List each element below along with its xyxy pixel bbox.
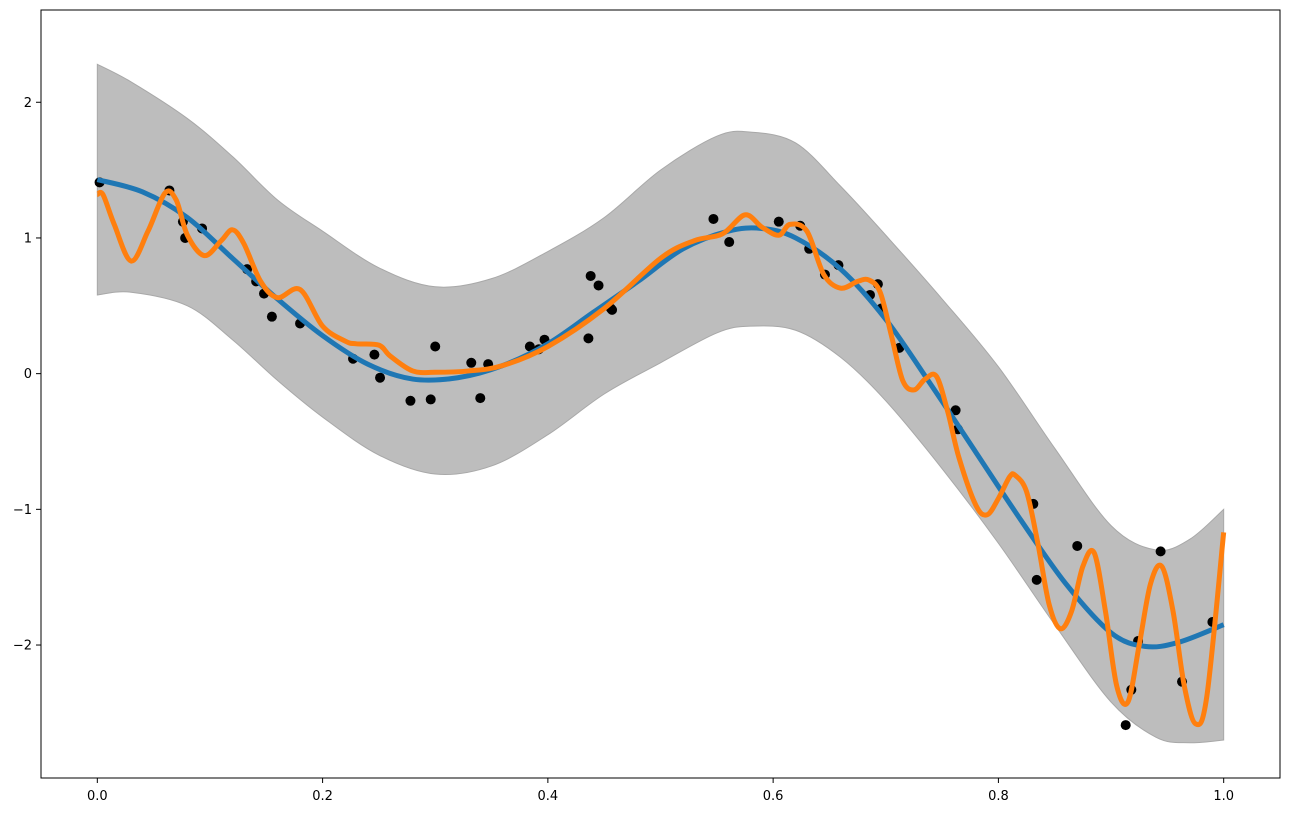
y-axis: 2 1 0 −1 −2 [13, 96, 41, 654]
series-lines [95, 177, 1227, 728]
wiggly-line [95, 188, 1227, 728]
x-tick-label: 0.8 [988, 789, 1009, 804]
observation-point [583, 333, 594, 344]
observation-point [266, 311, 277, 322]
observation-point [405, 395, 416, 406]
observation-point [430, 341, 441, 352]
observation-point [1155, 546, 1166, 557]
confidence-band-area [96, 63, 1225, 744]
observation-point [1072, 540, 1083, 551]
x-axis: 0.0 0.2 0.4 0.6 0.8 1.0 [87, 778, 1234, 804]
x-tick-label: 0.4 [538, 789, 559, 804]
x-tick-label: 0.6 [763, 789, 784, 804]
observation-point [773, 216, 784, 227]
observation-point [708, 213, 719, 224]
observation-point [524, 341, 535, 352]
observation-point [375, 372, 386, 383]
observation-point [369, 349, 380, 360]
y-tick-label: 2 [24, 96, 32, 111]
observation-point [1031, 574, 1042, 585]
observation-point [593, 280, 604, 291]
x-tick-label: 1.0 [1213, 789, 1234, 804]
plot-frame [40, 9, 1281, 779]
observation-point [950, 405, 961, 416]
x-tick-label: 0.2 [312, 789, 333, 804]
observation-point [1120, 720, 1131, 731]
x-tick-label: 0.0 [87, 789, 108, 804]
y-tick-label: −2 [13, 639, 32, 654]
observation-point [585, 270, 596, 281]
observation-point [425, 394, 436, 405]
observation-point [466, 357, 477, 368]
observation-point [607, 304, 618, 315]
observation-point [475, 393, 486, 404]
observation-point [724, 237, 735, 248]
y-tick-label: −1 [13, 503, 32, 518]
y-tick-label: 0 [24, 367, 32, 382]
y-tick-label: 1 [24, 231, 32, 246]
confidence-band [96, 63, 1225, 744]
